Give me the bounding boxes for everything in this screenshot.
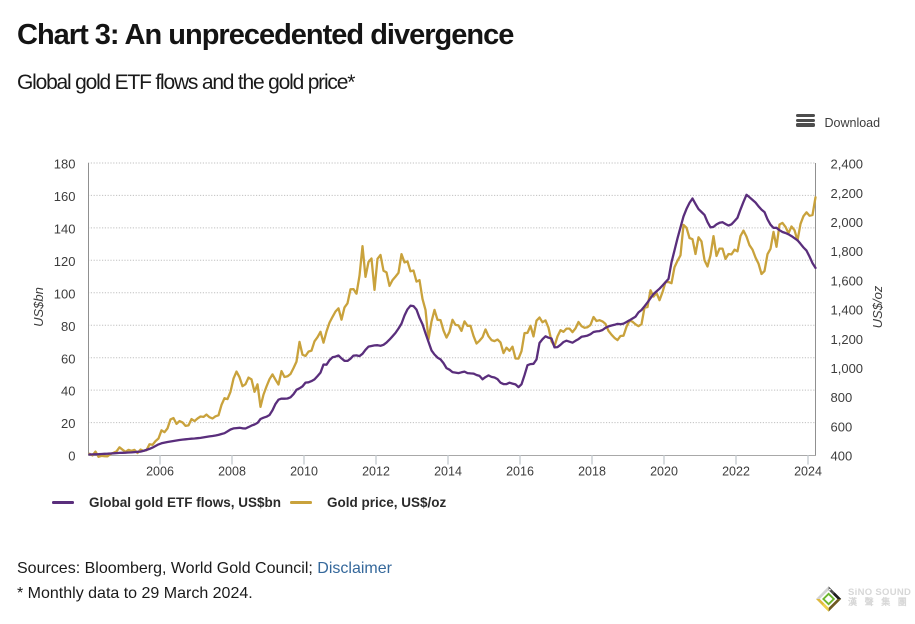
svg-text:40: 40 (61, 384, 75, 399)
svg-text:1,600: 1,600 (831, 273, 864, 288)
svg-text:US$/oz: US$/oz (870, 285, 885, 328)
svg-text:US$bn: US$bn (31, 287, 46, 327)
svg-text:2008: 2008 (218, 464, 246, 478)
svg-text:2,200: 2,200 (831, 186, 864, 201)
svg-text:80: 80 (61, 319, 75, 334)
svg-text:2,400: 2,400 (831, 157, 864, 172)
svg-text:2010: 2010 (290, 464, 318, 478)
svg-text:2016: 2016 (506, 464, 534, 478)
svg-text:2006: 2006 (146, 464, 174, 478)
svg-text:2014: 2014 (434, 464, 462, 478)
svg-text:140: 140 (54, 222, 76, 237)
svg-text:160: 160 (54, 189, 76, 204)
svg-text:2012: 2012 (362, 464, 390, 478)
svg-text:1,400: 1,400 (831, 303, 864, 318)
svg-text:600: 600 (831, 419, 853, 434)
svg-text:2024: 2024 (794, 464, 822, 478)
svg-text:2020: 2020 (650, 464, 678, 478)
svg-text:120: 120 (54, 254, 76, 269)
svg-text:1,000: 1,000 (831, 361, 864, 376)
svg-text:2,000: 2,000 (831, 215, 864, 230)
svg-text:60: 60 (61, 351, 75, 366)
svg-text:800: 800 (831, 390, 853, 405)
svg-text:400: 400 (831, 449, 853, 464)
svg-text:1,800: 1,800 (831, 244, 864, 259)
svg-text:2022: 2022 (722, 464, 750, 478)
svg-text:2018: 2018 (578, 464, 606, 478)
svg-text:1,200: 1,200 (831, 332, 864, 347)
svg-text:20: 20 (61, 416, 75, 431)
svg-text:0: 0 (68, 449, 75, 464)
svg-text:100: 100 (54, 286, 76, 301)
svg-text:180: 180 (54, 157, 76, 172)
